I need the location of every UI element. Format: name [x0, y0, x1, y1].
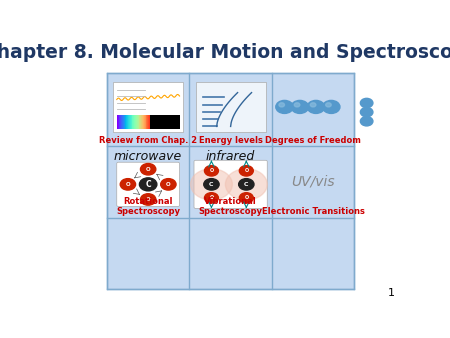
FancyBboxPatch shape: [137, 115, 138, 129]
Text: UV/vis: UV/vis: [291, 175, 335, 189]
FancyBboxPatch shape: [128, 115, 129, 129]
FancyBboxPatch shape: [118, 115, 119, 129]
Circle shape: [307, 100, 324, 114]
Circle shape: [140, 164, 156, 175]
FancyBboxPatch shape: [151, 115, 152, 129]
FancyBboxPatch shape: [150, 115, 180, 129]
Text: O: O: [146, 197, 150, 202]
FancyBboxPatch shape: [196, 82, 266, 132]
FancyBboxPatch shape: [139, 115, 140, 129]
Circle shape: [225, 169, 267, 200]
FancyBboxPatch shape: [140, 115, 141, 129]
Circle shape: [204, 166, 218, 176]
Circle shape: [204, 193, 218, 203]
Circle shape: [291, 100, 309, 114]
Text: O: O: [244, 195, 248, 200]
Circle shape: [323, 100, 340, 114]
Text: microwave: microwave: [114, 150, 182, 163]
Text: O: O: [209, 168, 213, 173]
Circle shape: [204, 178, 219, 190]
Text: infrared: infrared: [206, 150, 255, 163]
Text: Chapter 8. Molecular Motion and Spectroscopy: Chapter 8. Molecular Motion and Spectros…: [0, 43, 450, 62]
FancyBboxPatch shape: [121, 115, 122, 129]
Text: O: O: [244, 168, 248, 173]
FancyBboxPatch shape: [135, 115, 136, 129]
FancyBboxPatch shape: [142, 115, 143, 129]
Text: C: C: [209, 182, 214, 187]
FancyBboxPatch shape: [134, 115, 135, 129]
Text: O: O: [166, 182, 171, 187]
Circle shape: [140, 194, 156, 205]
FancyBboxPatch shape: [123, 115, 124, 129]
Circle shape: [140, 178, 157, 191]
Circle shape: [161, 178, 176, 190]
Text: Review from Chap. 2: Review from Chap. 2: [99, 136, 197, 145]
FancyBboxPatch shape: [141, 115, 142, 129]
FancyBboxPatch shape: [126, 115, 127, 129]
FancyBboxPatch shape: [146, 115, 147, 129]
FancyBboxPatch shape: [144, 115, 145, 129]
FancyBboxPatch shape: [132, 115, 133, 129]
FancyBboxPatch shape: [117, 115, 118, 129]
FancyBboxPatch shape: [119, 115, 120, 129]
FancyBboxPatch shape: [143, 115, 144, 129]
Text: Vibrational
Spectroscopy: Vibrational Spectroscopy: [198, 197, 263, 216]
FancyBboxPatch shape: [113, 82, 183, 132]
Circle shape: [238, 178, 254, 190]
FancyBboxPatch shape: [129, 115, 130, 129]
Circle shape: [120, 178, 135, 190]
Text: C: C: [244, 182, 248, 187]
Text: O: O: [146, 167, 150, 172]
FancyBboxPatch shape: [148, 115, 149, 129]
FancyBboxPatch shape: [107, 73, 355, 289]
FancyBboxPatch shape: [131, 115, 132, 129]
Circle shape: [190, 169, 232, 200]
Text: Energy levels: Energy levels: [199, 136, 262, 145]
FancyBboxPatch shape: [117, 162, 180, 207]
FancyBboxPatch shape: [133, 115, 134, 129]
FancyBboxPatch shape: [138, 115, 139, 129]
Text: 1: 1: [387, 288, 395, 298]
FancyBboxPatch shape: [124, 115, 125, 129]
Text: O: O: [126, 182, 130, 187]
FancyBboxPatch shape: [150, 115, 151, 129]
FancyBboxPatch shape: [136, 115, 137, 129]
FancyBboxPatch shape: [130, 115, 131, 129]
Circle shape: [239, 166, 253, 176]
FancyBboxPatch shape: [149, 115, 150, 129]
Circle shape: [279, 103, 284, 107]
FancyBboxPatch shape: [194, 160, 267, 209]
Text: C: C: [145, 180, 151, 189]
Circle shape: [360, 98, 373, 108]
FancyBboxPatch shape: [127, 115, 128, 129]
FancyBboxPatch shape: [122, 115, 123, 129]
FancyBboxPatch shape: [125, 115, 126, 129]
Circle shape: [360, 117, 373, 126]
Text: Degrees of Freedom: Degrees of Freedom: [265, 136, 361, 145]
Circle shape: [360, 107, 373, 117]
Text: Rotational
Spectroscopy: Rotational Spectroscopy: [116, 197, 180, 216]
Circle shape: [276, 100, 293, 114]
Text: O: O: [209, 195, 213, 200]
Text: Electronic Transitions: Electronic Transitions: [261, 207, 364, 216]
FancyBboxPatch shape: [120, 115, 121, 129]
Circle shape: [294, 103, 300, 107]
Circle shape: [326, 103, 331, 107]
Circle shape: [310, 103, 316, 107]
Circle shape: [239, 193, 253, 203]
FancyBboxPatch shape: [147, 115, 148, 129]
FancyBboxPatch shape: [145, 115, 146, 129]
